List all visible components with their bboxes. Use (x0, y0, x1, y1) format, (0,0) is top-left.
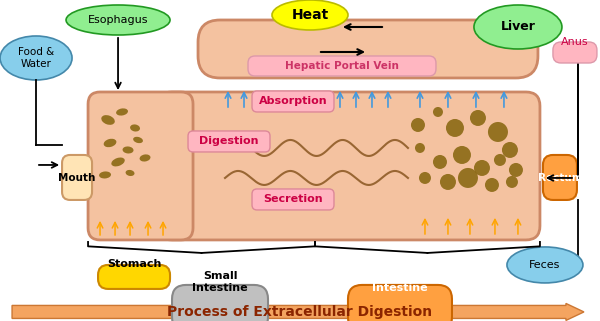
Circle shape (470, 110, 486, 126)
Ellipse shape (122, 146, 134, 153)
Text: Feces: Feces (529, 260, 560, 270)
Circle shape (509, 163, 523, 177)
Ellipse shape (99, 171, 111, 178)
Ellipse shape (272, 0, 348, 30)
Text: Heat: Heat (292, 8, 329, 22)
Circle shape (488, 122, 508, 142)
Text: Hepatic Portal Vein: Hepatic Portal Vein (285, 61, 399, 71)
FancyBboxPatch shape (248, 56, 436, 76)
FancyBboxPatch shape (158, 92, 540, 240)
Ellipse shape (101, 115, 115, 125)
Circle shape (419, 172, 431, 184)
Circle shape (494, 154, 506, 166)
FancyBboxPatch shape (252, 91, 334, 112)
Ellipse shape (130, 125, 140, 132)
Text: Mouth: Mouth (58, 173, 96, 183)
FancyBboxPatch shape (198, 20, 538, 78)
Ellipse shape (125, 170, 134, 176)
Circle shape (453, 146, 471, 164)
Text: Digestion: Digestion (199, 136, 259, 146)
Text: Process of Extracellular Digestion: Process of Extracellular Digestion (167, 305, 433, 319)
FancyArrow shape (12, 303, 584, 320)
Ellipse shape (112, 158, 125, 166)
Circle shape (502, 142, 518, 158)
Circle shape (415, 143, 425, 153)
Text: Esophagus: Esophagus (88, 15, 148, 25)
Circle shape (506, 176, 518, 188)
FancyBboxPatch shape (252, 189, 334, 210)
Circle shape (433, 155, 447, 169)
Ellipse shape (66, 5, 170, 35)
FancyBboxPatch shape (188, 131, 270, 152)
Ellipse shape (474, 5, 562, 49)
FancyBboxPatch shape (172, 285, 268, 321)
Ellipse shape (140, 154, 151, 161)
Circle shape (485, 178, 499, 192)
Ellipse shape (116, 108, 128, 116)
FancyBboxPatch shape (553, 42, 597, 63)
FancyBboxPatch shape (62, 155, 92, 200)
Ellipse shape (507, 247, 583, 283)
Circle shape (474, 160, 490, 176)
Circle shape (411, 118, 425, 132)
Circle shape (440, 174, 456, 190)
Circle shape (446, 119, 464, 137)
Text: Liver: Liver (500, 21, 535, 33)
Text: Secretion: Secretion (263, 195, 323, 204)
Text: Stomach: Stomach (107, 259, 161, 269)
Text: Anus: Anus (561, 37, 589, 47)
Text: Small
Intestine: Small Intestine (192, 271, 248, 293)
FancyBboxPatch shape (543, 155, 577, 200)
FancyBboxPatch shape (88, 92, 193, 240)
Text: Rectum: Rectum (538, 173, 582, 183)
Ellipse shape (0, 36, 72, 80)
Text: Large
Intestine: Large Intestine (372, 271, 428, 293)
FancyBboxPatch shape (348, 285, 452, 321)
Text: Absorption: Absorption (259, 97, 328, 107)
Text: Food &
Water: Food & Water (18, 47, 54, 69)
Ellipse shape (104, 139, 116, 147)
Circle shape (458, 168, 478, 188)
FancyBboxPatch shape (98, 265, 170, 289)
Ellipse shape (133, 137, 143, 143)
Circle shape (433, 107, 443, 117)
